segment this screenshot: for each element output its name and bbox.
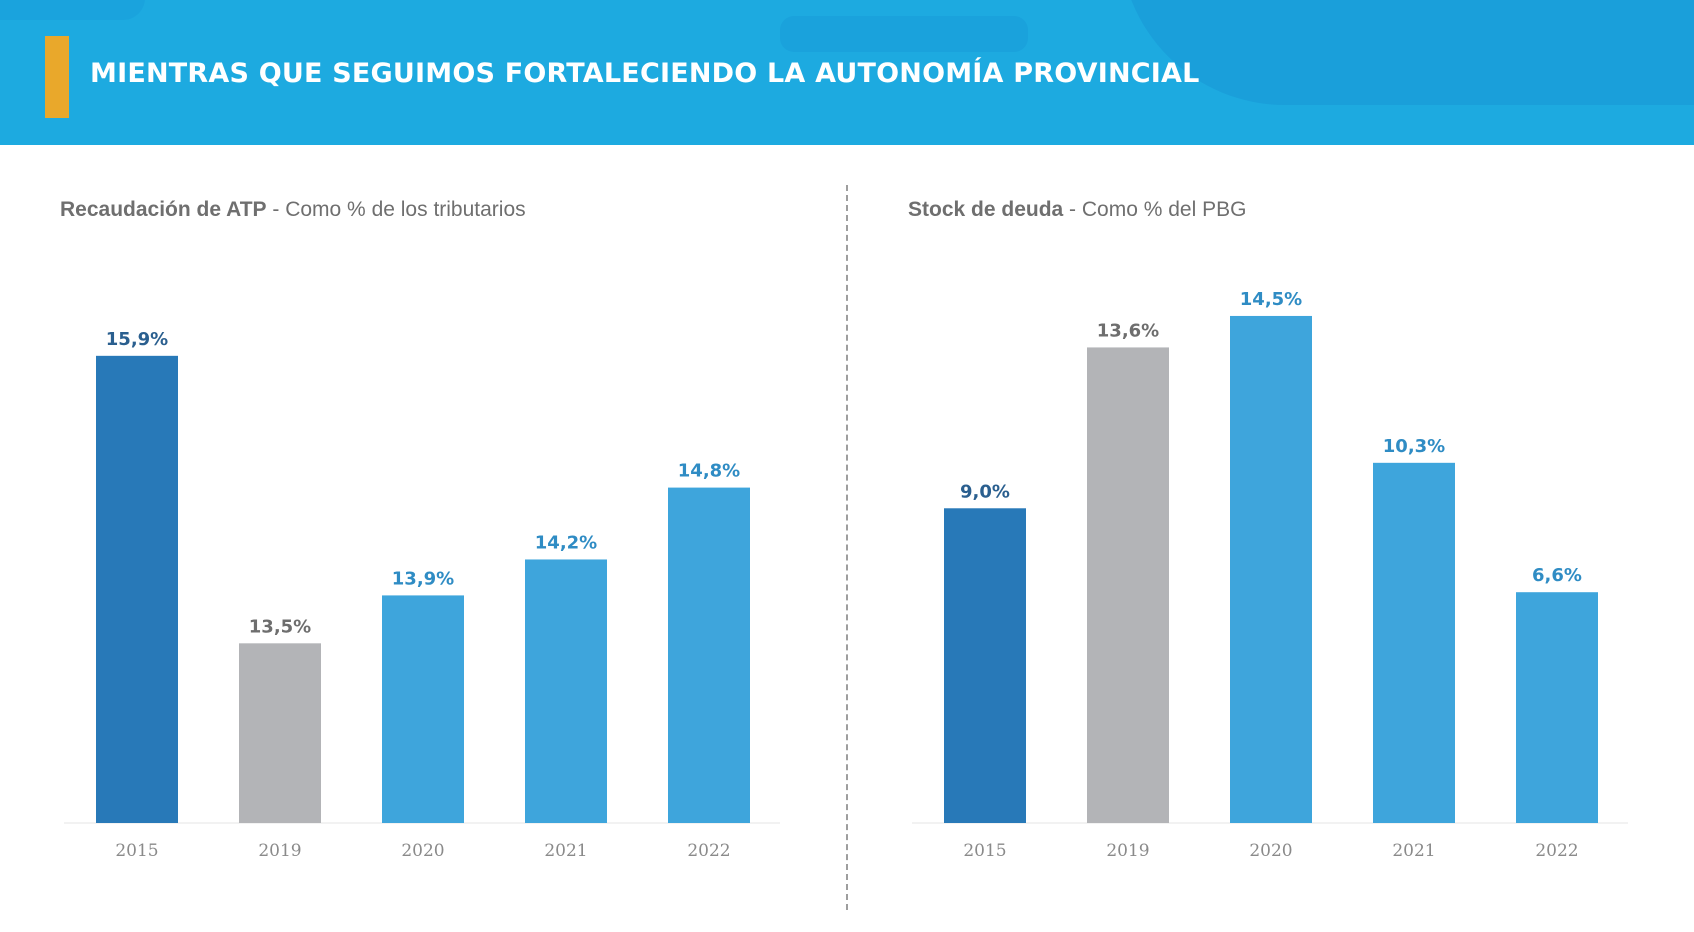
data-label-2021: 14,2% <box>535 532 597 553</box>
chart-title-atp: Recaudación de ATP - Como % de los tribu… <box>60 198 526 222</box>
data-label-2015: 9,0% <box>960 481 1010 502</box>
x-tick-label-2019: 2019 <box>1106 841 1149 861</box>
data-label-2022: 14,8% <box>678 461 740 482</box>
x-tick-label-2021: 2021 <box>1392 841 1435 861</box>
x-tick-label-2020: 2020 <box>401 841 444 861</box>
bar-2021 <box>1373 462 1455 823</box>
bar-2019 <box>239 643 321 823</box>
data-label-2020: 14,5% <box>1240 289 1302 310</box>
chart-title-atp-subtitle: - Como % de los tributarios <box>266 198 526 221</box>
chart-title-deuda-subtitle: - Como % del PBG <box>1063 198 1247 221</box>
x-tick-label-2022: 2022 <box>1535 841 1578 861</box>
chart-divider <box>846 185 848 910</box>
bar-2020 <box>382 595 464 823</box>
header-decoration <box>0 0 145 20</box>
page-title: MIENTRAS QUE SEGUIMOS FORTALECIENDO LA A… <box>90 58 1200 89</box>
data-label-2019: 13,5% <box>249 616 311 637</box>
data-label-2020: 13,9% <box>392 568 454 589</box>
x-tick-label-2015: 2015 <box>115 841 158 861</box>
data-label-2019: 13,6% <box>1097 320 1159 341</box>
bar-2015 <box>96 355 178 823</box>
chart-title-deuda-main: Stock de deuda <box>908 198 1064 221</box>
bar-2019 <box>1087 347 1169 823</box>
data-label-2022: 6,6% <box>1532 565 1582 586</box>
x-tick-label-2021: 2021 <box>544 841 587 861</box>
bar-2015 <box>944 508 1026 823</box>
chart-deuda: 9,0% 2015 13,6% 2019 14,5% 2020 10,3% 2021 6,6% 2… <box>912 289 1628 861</box>
chart-atp: 15,9% 2015 13,5% 2019 13,9% 2020 14,2% 2021 14,8… <box>64 329 780 861</box>
x-tick-label-2019: 2019 <box>258 841 301 861</box>
header-decoration <box>780 16 1028 52</box>
data-label-2015: 15,9% <box>106 329 168 350</box>
bar-2021 <box>525 559 607 823</box>
header-banner: MIENTRAS QUE SEGUIMOS FORTALECIENDO LA A… <box>0 0 1694 145</box>
bar-2022 <box>1516 592 1598 823</box>
x-tick-label-2022: 2022 <box>687 841 730 861</box>
bar-2020 <box>1230 315 1312 823</box>
bar-2022 <box>668 487 750 823</box>
header-decoration <box>1120 0 1694 105</box>
x-tick-label-2015: 2015 <box>963 841 1006 861</box>
chart-title-deuda: Stock de deuda - Como % del PBG <box>908 198 1246 222</box>
chart-title-atp-main: Recaudación de ATP <box>60 198 267 221</box>
x-tick-label-2020: 2020 <box>1249 841 1292 861</box>
title-accent-bar <box>45 36 69 118</box>
data-label-2021: 10,3% <box>1383 436 1445 457</box>
